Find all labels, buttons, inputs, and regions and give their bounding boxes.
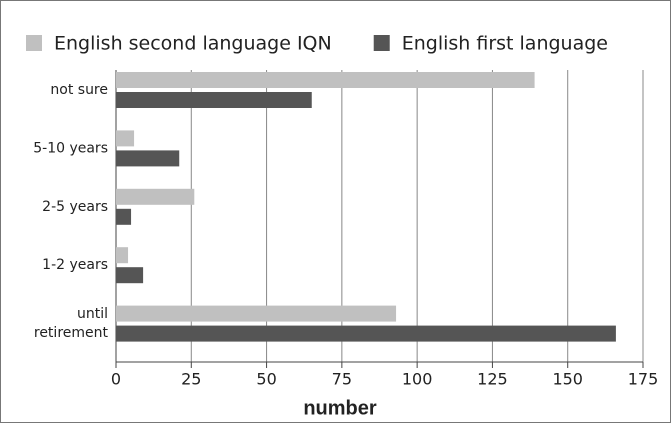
x-tick-label: 150: [552, 370, 583, 389]
legend-swatch: [26, 35, 42, 51]
bar: [116, 188, 195, 205]
bar: [116, 130, 135, 147]
bar: [116, 325, 616, 342]
x-tick-label: 25: [181, 370, 201, 389]
bar: [116, 305, 397, 322]
y-tick-label: 5-10 years: [33, 140, 108, 156]
x-tick-label: 125: [477, 370, 508, 389]
bar: [116, 72, 535, 88]
bar: [116, 150, 180, 167]
x-tick-label: 175: [628, 370, 659, 389]
bar: [116, 267, 144, 284]
legend-label: English second language IQN: [54, 33, 332, 55]
bar: [116, 247, 129, 264]
y-tick-label: until retirement: [34, 306, 109, 341]
x-tick-label: 75: [332, 370, 352, 389]
x-axis-title: number: [303, 397, 377, 419]
bar: [116, 208, 132, 225]
x-tick-label: 50: [256, 370, 276, 389]
y-tick-label: 1-2 years: [42, 257, 108, 273]
legend-swatch: [373, 35, 390, 51]
x-tick-label: 100: [402, 370, 433, 389]
y-tick-label: 2-5 years: [42, 199, 108, 215]
bar: [116, 92, 312, 108]
x-tick-label: 0: [111, 370, 121, 389]
y-tick-label: not sure: [50, 82, 108, 98]
legend-label: English first language: [402, 33, 608, 55]
